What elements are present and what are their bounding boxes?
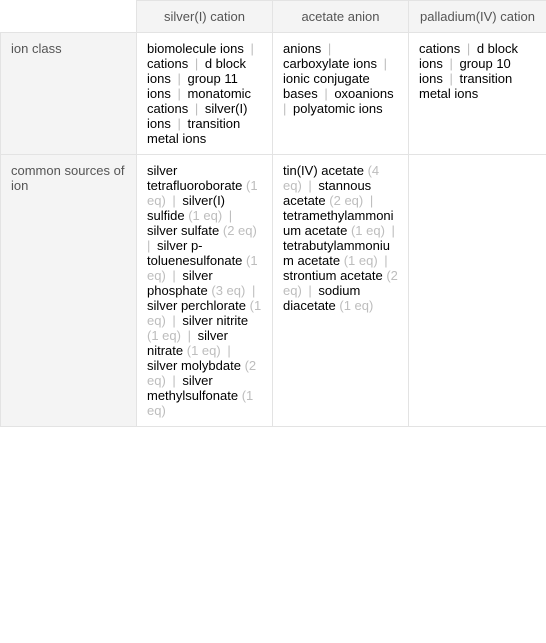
separator: | — [378, 253, 391, 268]
quantity-label: (1 eq) — [339, 298, 373, 313]
row-header: ion class — [1, 33, 137, 155]
separator: | — [363, 193, 376, 208]
list-item: oxoanions — [334, 86, 393, 101]
separator: | — [222, 208, 235, 223]
list-item: silver nitrite — [182, 313, 248, 328]
separator: | — [302, 283, 319, 298]
separator: | — [245, 283, 258, 298]
separator: | — [460, 41, 477, 56]
column-header: silver(I) cation — [137, 1, 273, 33]
list-item: anions — [283, 41, 321, 56]
list-item: biomolecule ions — [147, 41, 244, 56]
quantity-label: (1 eq) — [351, 223, 385, 238]
separator: | — [244, 41, 257, 56]
quantity-label: (1 eq) — [188, 208, 222, 223]
separator: | — [302, 178, 319, 193]
list-item: cations — [147, 56, 188, 71]
header-corner — [1, 1, 137, 33]
separator: | — [321, 41, 334, 56]
list-item: cations — [419, 41, 460, 56]
list-item: polyatomic ions — [293, 101, 383, 116]
list-item: carboxylate ions — [283, 56, 377, 71]
list-item: silver tetrafluoroborate — [147, 163, 242, 193]
list-item: tin(IV) acetate — [283, 163, 364, 178]
table-cell: tin(IV) acetate (4 eq) | stannous acetat… — [273, 155, 409, 427]
quantity-label: (1 eq) — [344, 253, 378, 268]
separator: | — [181, 328, 198, 343]
separator: | — [385, 223, 398, 238]
list-item: silver p-toluenesulfonate — [147, 238, 242, 268]
separator: | — [318, 86, 335, 101]
separator: | — [171, 116, 188, 131]
ion-comparison-table: silver(I) cation acetate anion palladium… — [0, 0, 546, 427]
table-cell: anions | carboxylate ions | ionic conjug… — [273, 33, 409, 155]
separator: | — [443, 71, 460, 86]
header-row: silver(I) cation acetate anion palladium… — [1, 1, 546, 33]
table-cell — [409, 155, 546, 427]
separator: | — [166, 373, 183, 388]
separator: | — [188, 101, 205, 116]
separator: | — [377, 56, 390, 71]
separator: | — [443, 56, 460, 71]
table-row: common sources of ionsilver tetrafluorob… — [1, 155, 546, 427]
separator: | — [221, 343, 234, 358]
table-row: ion classbiomolecule ions | cations | d … — [1, 33, 546, 155]
table-body: ion classbiomolecule ions | cations | d … — [1, 33, 546, 427]
column-header: acetate anion — [273, 1, 409, 33]
list-item: silver molybdate — [147, 358, 241, 373]
row-header: common sources of ion — [1, 155, 137, 427]
quantity-label: (2 eq) — [329, 193, 363, 208]
quantity-label: (1 eq) — [187, 343, 221, 358]
list-item: strontium acetate — [283, 268, 383, 283]
column-header: palladium(IV) cation — [409, 1, 546, 33]
quantity-label: (2 eq) — [223, 223, 257, 238]
quantity-label: (1 eq) — [147, 328, 181, 343]
table-cell: biomolecule ions | cations | d block ion… — [137, 33, 273, 155]
separator: | — [171, 86, 188, 101]
quantity-label: (3 eq) — [211, 283, 245, 298]
table-cell: cations | d block ions | group 10 ions |… — [409, 33, 546, 155]
list-item: silver perchlorate — [147, 298, 246, 313]
separator: | — [166, 268, 183, 283]
list-item: silver sulfate — [147, 223, 219, 238]
table-cell: silver tetrafluoroborate (1 eq) | silver… — [137, 155, 273, 427]
separator: | — [171, 71, 188, 86]
separator: | — [166, 193, 183, 208]
separator: | — [166, 313, 183, 328]
separator: | — [188, 56, 205, 71]
